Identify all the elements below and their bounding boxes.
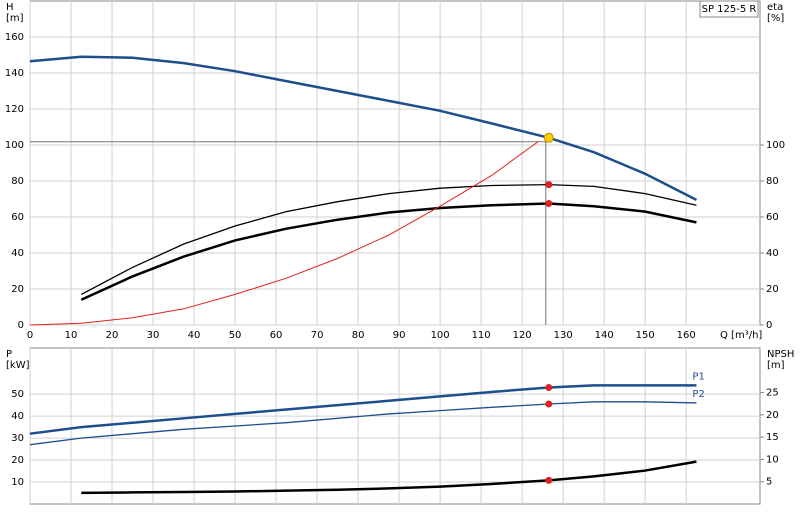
x-axis-label: Q [m³/h] bbox=[720, 330, 762, 341]
x-tick-label: 100 bbox=[431, 330, 450, 341]
y-tick-label: 50 bbox=[11, 389, 24, 400]
y2-tick-label: 20 bbox=[766, 410, 779, 421]
y2-tick-label: 20 bbox=[766, 284, 779, 295]
y2-axis-label: [%] bbox=[767, 13, 784, 24]
x-tick-label: 120 bbox=[513, 330, 532, 341]
x-tick-label: 10 bbox=[65, 330, 78, 341]
x-tick-label: 70 bbox=[311, 330, 324, 341]
y2-tick-label: 15 bbox=[766, 432, 779, 443]
y-axis-label: [kW] bbox=[6, 360, 30, 371]
x-tick-label: 50 bbox=[229, 330, 242, 341]
y2-tick-label: 80 bbox=[766, 176, 779, 187]
series-line bbox=[80, 183, 697, 295]
series-line bbox=[29, 384, 697, 435]
x-tick-label: 90 bbox=[393, 330, 406, 341]
marker bbox=[545, 181, 553, 189]
marker bbox=[545, 384, 553, 392]
series-label: P2 bbox=[692, 389, 704, 400]
x-tick-label: 20 bbox=[106, 330, 119, 341]
marker bbox=[545, 200, 553, 207]
marker bbox=[543, 132, 554, 143]
chart-title: SP 125-5 R bbox=[702, 4, 757, 15]
y2-axis-label: [m] bbox=[767, 360, 785, 371]
y-tick-label: 140 bbox=[5, 68, 24, 79]
y-tick-label: 120 bbox=[5, 104, 24, 115]
series-label: P1 bbox=[692, 371, 704, 382]
x-tick-label: 60 bbox=[270, 330, 283, 341]
y2-tick-label: 0 bbox=[766, 320, 772, 331]
series-line bbox=[81, 460, 697, 495]
y-tick-label: 40 bbox=[11, 248, 24, 259]
y-tick-label: 0 bbox=[18, 320, 24, 331]
y-tick-label: 80 bbox=[11, 176, 24, 187]
y-axis-label: [m] bbox=[6, 13, 24, 24]
series-line bbox=[29, 401, 697, 446]
y-tick-label: 160 bbox=[5, 32, 24, 43]
y2-tick-label: 25 bbox=[766, 388, 779, 399]
y-tick-label: 60 bbox=[11, 212, 24, 223]
x-tick-label: 0 bbox=[27, 330, 33, 341]
y2-axis-label: eta bbox=[767, 2, 783, 13]
marker bbox=[545, 476, 553, 484]
plot-area bbox=[29, 0, 761, 326]
series-line bbox=[80, 202, 697, 301]
y-tick-label: 100 bbox=[5, 140, 24, 151]
title-box bbox=[699, 0, 759, 18]
y2-tick-label: 5 bbox=[766, 477, 772, 488]
series-line bbox=[29, 140, 539, 326]
y-axis-label: P bbox=[6, 349, 12, 360]
marker bbox=[545, 400, 553, 408]
x-tick-label: 30 bbox=[147, 330, 160, 341]
y-tick-label: 40 bbox=[11, 411, 24, 422]
x-tick-label: 150 bbox=[636, 330, 655, 341]
y2-tick-label: 10 bbox=[766, 454, 779, 465]
y2-tick-label: 100 bbox=[766, 140, 785, 151]
y-tick-label: 10 bbox=[11, 477, 24, 488]
x-tick-label: 110 bbox=[472, 330, 491, 341]
series-line bbox=[29, 55, 698, 202]
x-tick-label: 160 bbox=[677, 330, 696, 341]
y2-tick-label: 40 bbox=[766, 248, 779, 259]
y-tick-label: 20 bbox=[11, 284, 24, 295]
y-tick-label: 30 bbox=[11, 433, 24, 444]
y-tick-label: 20 bbox=[11, 455, 24, 466]
x-tick-label: 80 bbox=[352, 330, 365, 341]
x-tick-label: 130 bbox=[554, 330, 573, 341]
x-tick-label: 140 bbox=[595, 330, 614, 341]
plot-area bbox=[29, 347, 761, 505]
x-tick-label: 40 bbox=[188, 330, 201, 341]
y-axis-label: H bbox=[6, 2, 14, 13]
y2-tick-label: 60 bbox=[766, 212, 779, 223]
y2-axis-label: NPSH bbox=[767, 349, 794, 360]
